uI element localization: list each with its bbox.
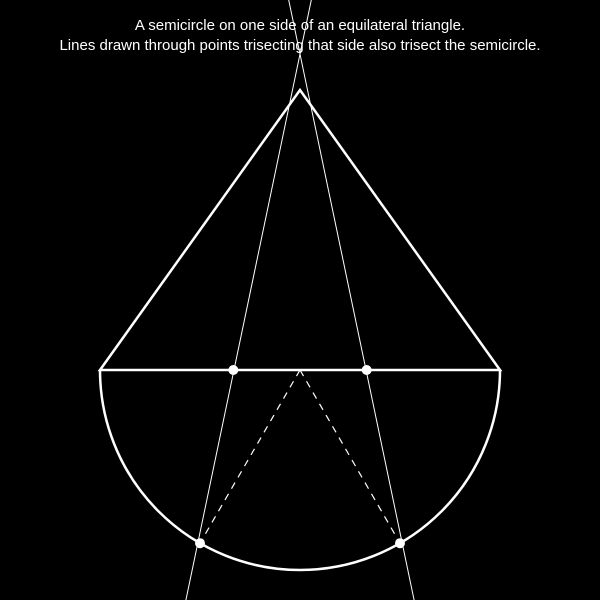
equilateral-triangle — [100, 90, 500, 370]
base-trisection-point-a — [228, 365, 238, 375]
dashed-radius-left — [200, 370, 300, 543]
cevian-line-left — [175, 0, 317, 600]
cevian-line-right — [282, 0, 424, 600]
geometry-diagram — [0, 0, 600, 600]
arc-trisection-point-p — [195, 538, 205, 548]
arc-trisection-point-q — [395, 538, 405, 548]
base-trisection-point-b — [362, 365, 372, 375]
dashed-radius-right — [300, 370, 400, 543]
semicircle-arc — [100, 370, 500, 570]
